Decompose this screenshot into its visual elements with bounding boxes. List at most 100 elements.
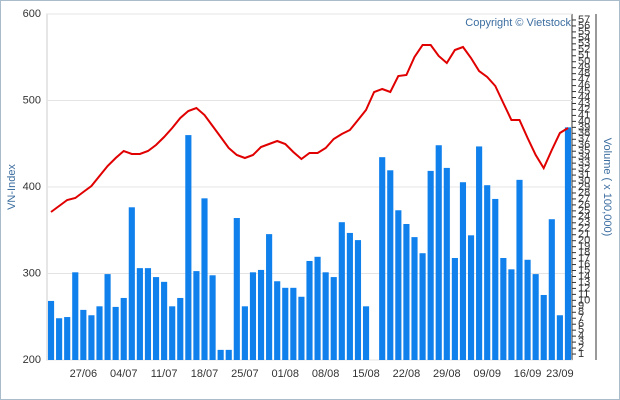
- x-tick-label: 09/09: [473, 368, 501, 380]
- y2-tick-label: 41: [578, 109, 590, 121]
- volume-bar: [128, 207, 135, 360]
- y-tick-label: 400: [23, 181, 41, 193]
- y2-tick-label: 14: [578, 270, 590, 282]
- volume-bar: [201, 198, 208, 360]
- x-tick-label: 23/09: [546, 368, 574, 380]
- y2-tick-label: 22: [578, 223, 590, 235]
- volume-bar: [362, 306, 370, 360]
- y2-tick-label: 6: [578, 318, 584, 330]
- y2-tick-label: 2: [578, 342, 584, 354]
- y2-tick-label: 52: [578, 44, 590, 56]
- volume-bar: [298, 296, 305, 360]
- volume-bar: [185, 135, 192, 360]
- volume-bar: [290, 287, 297, 360]
- x-tick-label: 01/08: [272, 368, 300, 380]
- volume-bar: [144, 268, 152, 360]
- y2-tick-label: 53: [578, 38, 590, 50]
- y2-tick-label: 16: [578, 258, 590, 270]
- y2-tick-label: 40: [578, 115, 590, 127]
- y2-tick-label: 1: [578, 348, 584, 360]
- volume-bar: [88, 315, 95, 360]
- y2-tick-label: 18: [578, 247, 590, 259]
- y2-axis-label: Volume ( x 100,000): [601, 138, 613, 236]
- volume-bar: [564, 127, 572, 361]
- volume-bar: [80, 309, 87, 360]
- y2-tick-label: 23: [578, 217, 590, 229]
- y2-tick-label: 31: [578, 169, 590, 181]
- volume-bar: [64, 317, 71, 360]
- y2-tick-label: 43: [578, 97, 590, 109]
- y2-tick-label: 26: [578, 199, 590, 211]
- y2-tick-label: 57: [578, 14, 590, 26]
- volume-bar: [104, 274, 111, 360]
- volume-bar: [274, 281, 281, 360]
- volume-bar: [540, 294, 547, 360]
- volume-bar: [241, 306, 248, 360]
- y2-tick-label: 46: [578, 79, 590, 91]
- volume-bar: [330, 277, 337, 360]
- y2-tick-label: 49: [578, 62, 590, 74]
- y2-tick-label: 38: [578, 127, 590, 139]
- y-tick-label: 200: [23, 354, 41, 366]
- y2-tick-label: 15: [578, 264, 590, 276]
- y2-tick-label: 12: [578, 282, 590, 294]
- volume-bar: [314, 256, 321, 360]
- volume-bar: [411, 237, 418, 360]
- y2-tick-label: 42: [578, 103, 590, 115]
- volume-bar: [161, 281, 168, 360]
- volume-bar: [257, 269, 265, 360]
- y2-tick-label: 55: [578, 26, 590, 38]
- y2-tick-label: 34: [578, 151, 590, 163]
- volume-bar: [152, 277, 160, 360]
- y2-tick-label: 27: [578, 193, 590, 205]
- x-tick-label: 16/09: [514, 368, 542, 380]
- x-tick-label: 04/07: [110, 368, 138, 380]
- volume-bar: [484, 185, 491, 360]
- volume-bar: [500, 257, 507, 360]
- volume-bar: [72, 272, 79, 360]
- volume-bar: [47, 300, 55, 360]
- volume-bar: [266, 234, 273, 360]
- volume-bar: [249, 272, 257, 360]
- x-tick-label: 22/08: [393, 368, 421, 380]
- y2-tick-label: 17: [578, 252, 590, 264]
- volume-bar: [354, 240, 362, 360]
- y2-tick-label: 35: [578, 145, 590, 157]
- y2-tick-label: 50: [578, 56, 590, 68]
- y2-tick-label: 39: [578, 121, 590, 133]
- volume-bar: [282, 287, 289, 360]
- volume-bar: [136, 268, 143, 360]
- y-tick-label: 500: [23, 94, 41, 106]
- y2-tick-label: 28: [578, 187, 590, 199]
- volume-bar: [451, 257, 458, 360]
- volume-bar: [96, 306, 103, 360]
- volume-bar: [120, 297, 127, 360]
- y2-tick-label: 37: [578, 133, 590, 145]
- y2-tick-label: 44: [578, 91, 590, 103]
- y2-tick-label: 36: [578, 139, 590, 151]
- y-axis-label: VN-Index: [6, 164, 18, 210]
- volume-bar: [516, 179, 523, 360]
- x-tick-label: 18/07: [191, 368, 219, 380]
- x-tick-label: 29/08: [433, 368, 461, 380]
- volume-bar: [427, 170, 434, 360]
- y2-tick-label: 51: [578, 50, 590, 62]
- x-tick-label: 25/07: [231, 368, 259, 380]
- volume-bar: [443, 167, 450, 360]
- y2-tick-label: 9: [578, 300, 584, 312]
- y2-tick-label: 29: [578, 181, 590, 193]
- y2-tick-label: 5: [578, 324, 584, 336]
- volume-bar: [532, 274, 539, 360]
- copyright: Copyright © Vietstock: [465, 17, 571, 29]
- volume-bar: [524, 259, 531, 360]
- x-tick-label: 11/07: [151, 368, 178, 380]
- y2-tick-label: 24: [578, 211, 590, 223]
- y2-tick-label: 48: [578, 68, 590, 80]
- volume-bar: [322, 272, 329, 360]
- volume-bar: [225, 349, 232, 360]
- volume-bar: [508, 269, 515, 360]
- y2-tick-label: 20: [578, 235, 590, 247]
- x-tick-label: 27/06: [70, 368, 98, 380]
- y2-tick-label: 21: [578, 229, 590, 241]
